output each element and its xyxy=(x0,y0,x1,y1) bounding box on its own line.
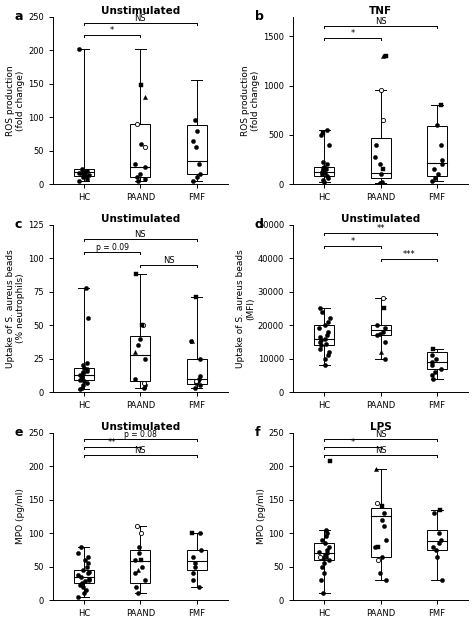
Text: NS: NS xyxy=(375,446,386,455)
Text: *: * xyxy=(350,237,355,246)
Text: e: e xyxy=(14,426,23,439)
Title: Unstimulated: Unstimulated xyxy=(100,422,180,432)
Bar xyxy=(130,550,150,583)
Title: Unstimulated: Unstimulated xyxy=(100,6,180,16)
Bar xyxy=(427,126,447,176)
Bar xyxy=(130,124,150,177)
Title: TNF: TNF xyxy=(369,6,392,16)
Text: **: ** xyxy=(376,223,385,233)
Bar xyxy=(74,368,94,380)
Bar xyxy=(371,325,391,335)
Y-axis label: MPO (pg/ml): MPO (pg/ml) xyxy=(16,489,25,544)
Text: **: ** xyxy=(108,437,116,447)
Text: NS: NS xyxy=(375,17,386,26)
Title: LPS: LPS xyxy=(370,422,392,432)
Bar xyxy=(130,336,150,381)
Text: *: * xyxy=(350,437,355,447)
Text: NS: NS xyxy=(375,430,386,439)
Bar xyxy=(314,543,334,560)
Text: d: d xyxy=(255,218,264,231)
Y-axis label: ROS production
(fold change): ROS production (fold change) xyxy=(241,65,260,135)
Text: NS: NS xyxy=(135,446,146,455)
Y-axis label: Uptake of S. aureus beads
(% neutrophils): Uptake of S. aureus beads (% neutrophils… xyxy=(6,249,25,368)
Text: NS: NS xyxy=(135,230,146,239)
Bar xyxy=(371,138,391,178)
Title: Unstimulated: Unstimulated xyxy=(341,214,420,224)
Text: ***: *** xyxy=(402,250,415,260)
Bar xyxy=(187,125,207,174)
Text: b: b xyxy=(255,10,264,23)
Text: c: c xyxy=(14,218,22,231)
Bar xyxy=(427,530,447,550)
Bar xyxy=(74,570,94,583)
Text: p = 0.09: p = 0.09 xyxy=(96,243,128,252)
Text: NS: NS xyxy=(135,14,146,22)
Y-axis label: MPO (pg/ml): MPO (pg/ml) xyxy=(256,489,265,544)
Text: NS: NS xyxy=(163,256,174,265)
Bar xyxy=(427,352,447,369)
Title: Unstimulated: Unstimulated xyxy=(100,214,180,224)
Y-axis label: ROS production
(fold change): ROS production (fold change) xyxy=(6,65,25,135)
Y-axis label: Uptake of S. aureus beads
(MFI): Uptake of S. aureus beads (MFI) xyxy=(236,249,255,368)
Bar xyxy=(74,168,94,176)
Bar xyxy=(371,508,391,557)
Bar xyxy=(187,550,207,570)
Text: p = 0.08: p = 0.08 xyxy=(124,430,157,439)
Text: a: a xyxy=(14,10,23,23)
Text: f: f xyxy=(255,426,260,439)
Text: *: * xyxy=(350,29,355,38)
Bar xyxy=(314,325,334,345)
Text: *: * xyxy=(110,26,114,35)
Bar xyxy=(314,167,334,176)
Bar xyxy=(187,359,207,384)
